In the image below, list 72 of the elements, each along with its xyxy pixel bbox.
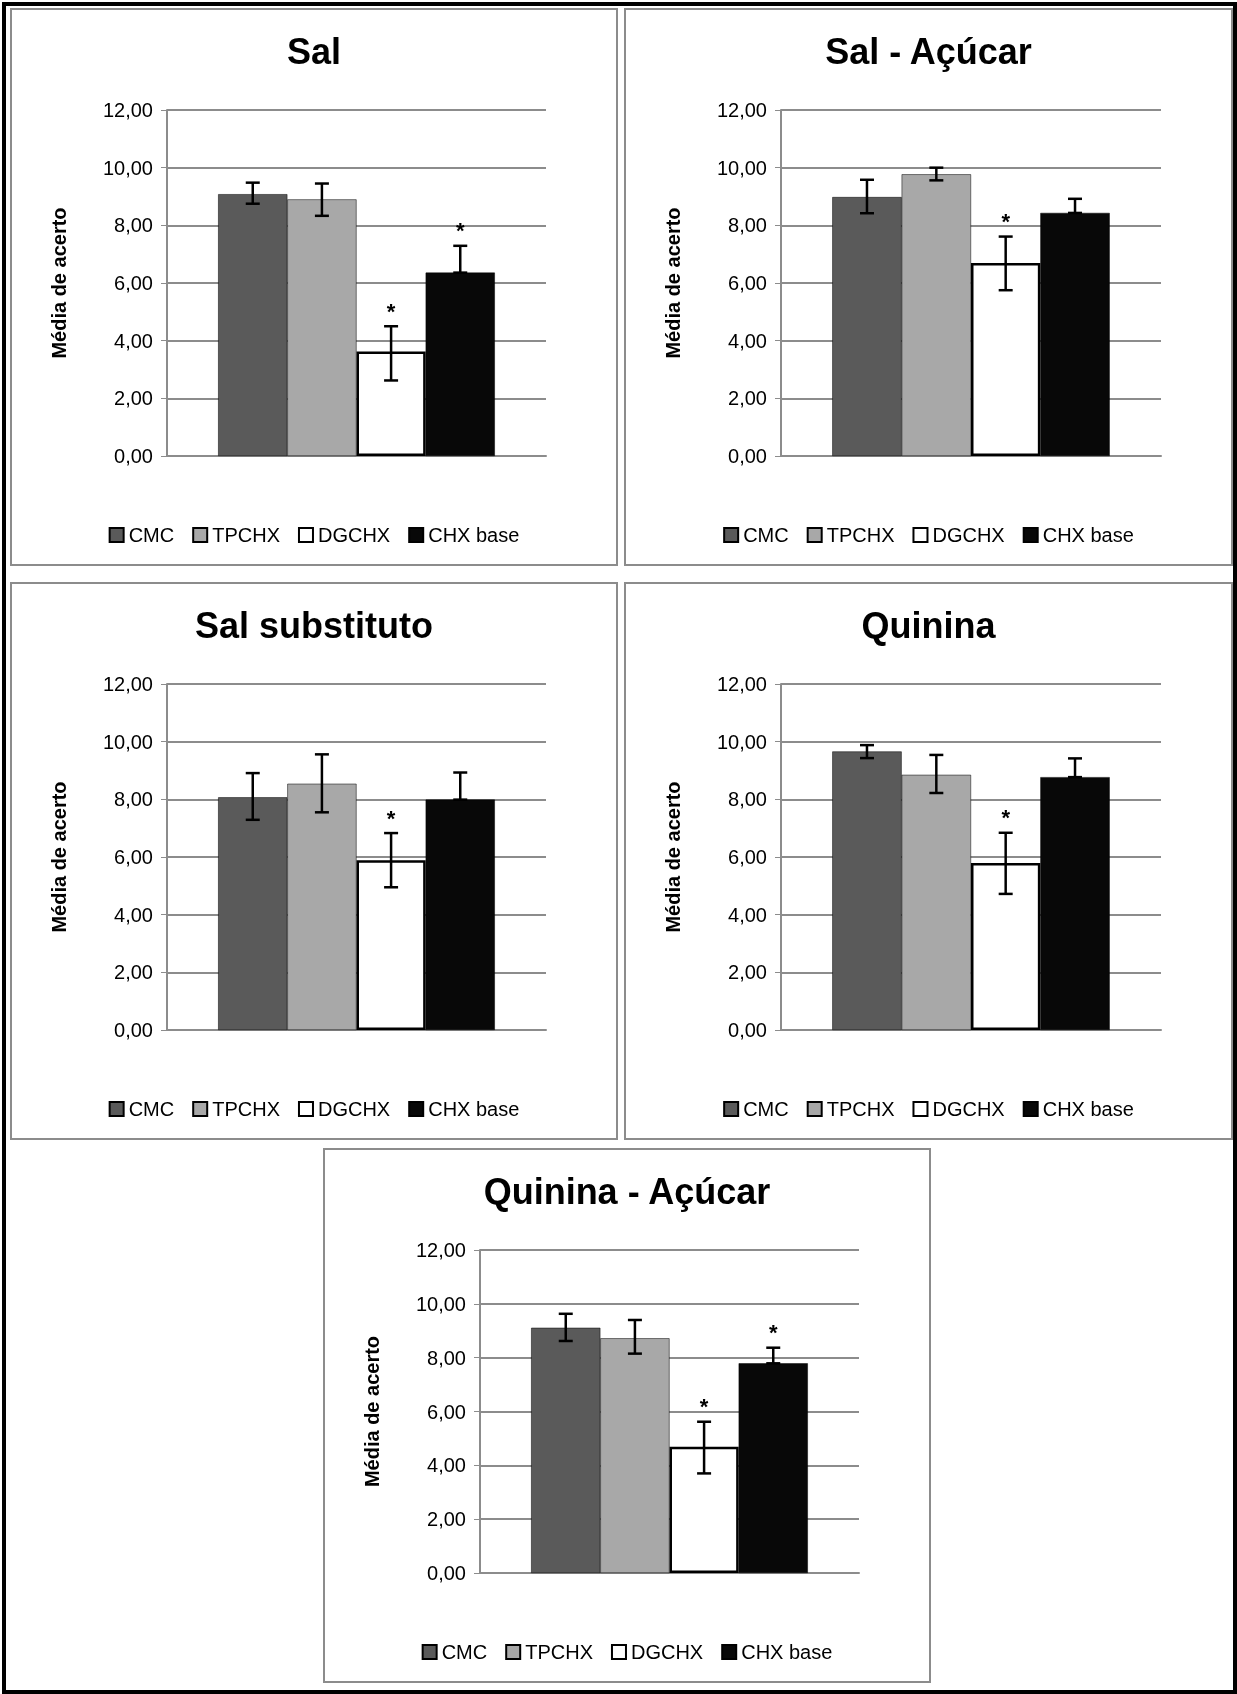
y-tick-label: 4,00 xyxy=(728,903,767,926)
y-tick-label: 8,00 xyxy=(427,1346,466,1369)
y-tick-label: 8,00 xyxy=(728,788,767,811)
y-tick-label: 8,00 xyxy=(728,214,767,237)
y-tick-label: 8,00 xyxy=(114,214,153,237)
data-label: * xyxy=(455,218,465,244)
chart-title: Sal xyxy=(286,30,342,72)
legend-label: DGCHX xyxy=(317,1098,391,1120)
y-tick-label: 4,00 xyxy=(427,1454,466,1477)
y-axis-title: Média de acerto xyxy=(662,781,684,933)
y-tick-label: 2,00 xyxy=(114,387,153,410)
legend-label: CMC xyxy=(128,524,175,546)
y-tick-label: 0,00 xyxy=(728,445,767,467)
legend-label: CHX base xyxy=(741,1641,833,1663)
y-tick-label: 10,00 xyxy=(716,730,767,753)
legend-label: DGCHX xyxy=(630,1641,704,1663)
y-tick-label: 0,00 xyxy=(114,1019,153,1041)
y-tick-label: 12,00 xyxy=(415,1239,466,1261)
y-tick-label: 6,00 xyxy=(728,846,767,868)
y-tick-label: 2,00 xyxy=(114,961,153,984)
y-tick-label: 2,00 xyxy=(728,961,767,984)
y-tick-label: 6,00 xyxy=(114,846,153,868)
data-label: * xyxy=(768,1320,778,1346)
y-tick-label: 12,00 xyxy=(102,673,153,695)
chart-title: Sal substituto xyxy=(194,604,434,646)
data-label: * xyxy=(386,298,396,324)
y-tick-label: 12,00 xyxy=(716,673,767,695)
legend-label: CHX base xyxy=(1042,524,1134,546)
y-tick-label: 10,00 xyxy=(415,1292,466,1315)
legend-label: CMC xyxy=(743,524,789,546)
y-axis-title: Média de acerto xyxy=(361,1335,383,1488)
legend-label: CMC xyxy=(743,1098,789,1120)
legend-label: TPCHX xyxy=(525,1641,593,1663)
y-axis-title: Média de acerto xyxy=(662,207,684,359)
y-tick-label: 10,00 xyxy=(716,156,767,179)
y-tick-label: 6,00 xyxy=(114,272,153,294)
chart-title: Quinina - Açúcar xyxy=(483,1170,771,1212)
legend-label: DGCHX xyxy=(317,524,391,546)
chart-title: Quinina xyxy=(861,604,997,646)
y-tick-label: 0,00 xyxy=(114,445,153,467)
legend-label: TPCHX xyxy=(212,1098,280,1120)
legend-label: DGCHX xyxy=(932,524,1005,546)
y-tick-label: 12,00 xyxy=(716,99,767,121)
y-tick-label: 2,00 xyxy=(728,387,767,410)
y-tick-label: 6,00 xyxy=(728,272,767,294)
legend-label: DGCHX xyxy=(932,1098,1005,1120)
legend-label: CHX base xyxy=(428,1098,520,1120)
y-tick-label: 0,00 xyxy=(728,1019,767,1041)
y-tick-label: 4,00 xyxy=(114,329,153,352)
legend-label: TPCHX xyxy=(826,524,895,546)
data-label: * xyxy=(1001,805,1011,831)
legend-label: CHX base xyxy=(428,524,520,546)
chart-title: Sal - Açúcar xyxy=(825,30,1032,72)
data-label: * xyxy=(1001,209,1011,235)
y-axis-title: Média de acerto xyxy=(48,781,70,933)
legend-label: CMC xyxy=(128,1098,175,1120)
y-tick-label: 4,00 xyxy=(114,903,153,926)
y-axis-title: Média de acerto xyxy=(48,207,70,359)
legend-label: TPCHX xyxy=(826,1098,895,1120)
data-label: * xyxy=(699,1394,709,1420)
y-tick-label: 10,00 xyxy=(102,156,153,179)
y-tick-label: 10,00 xyxy=(102,730,153,753)
y-tick-label: 4,00 xyxy=(728,329,767,352)
legend-label: TPCHX xyxy=(212,524,280,546)
data-label: * xyxy=(386,805,396,831)
y-tick-label: 12,00 xyxy=(102,99,153,121)
y-tick-label: 6,00 xyxy=(427,1400,466,1423)
legend-label: CMC xyxy=(441,1641,488,1663)
legend-label: CHX base xyxy=(1042,1098,1134,1120)
y-tick-label: 8,00 xyxy=(114,788,153,811)
y-tick-label: 0,00 xyxy=(427,1562,466,1584)
y-tick-label: 2,00 xyxy=(427,1508,466,1531)
